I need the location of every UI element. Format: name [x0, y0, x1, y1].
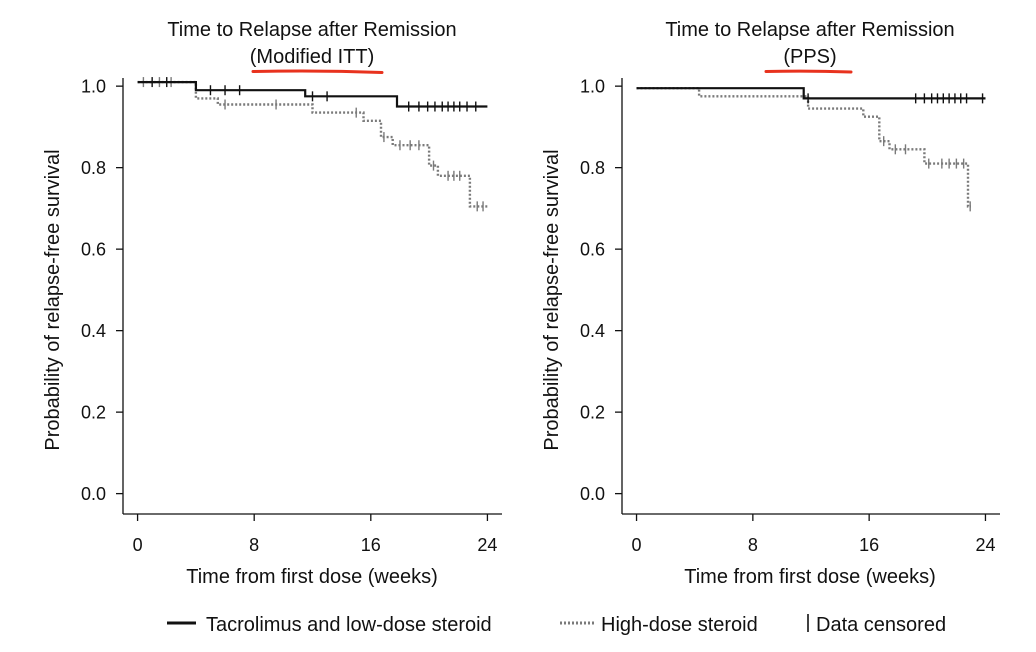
plot-area: 0.0 0.2 0.4 0.6 0.8 1.0 0 8 16 24 [81, 77, 502, 555]
y-tick-label: 0.2 [580, 403, 605, 423]
panel-pps: Time to Relapse after Remission (PPS) 0.… [541, 19, 1000, 588]
km-curve-high-dose [137, 80, 488, 208]
y-tick-label: 0.6 [580, 240, 605, 260]
x-tick-label: 16 [361, 535, 381, 555]
legend-label-censored: Data censored [816, 614, 946, 636]
y-tick-label: 0.0 [81, 484, 106, 504]
y-tick-label: 0.4 [81, 321, 106, 341]
subtitle-annotation-underline [764, 69, 853, 74]
y-tick-label: 0.4 [580, 321, 605, 341]
legend-label-high-dose: High-dose steroid [601, 614, 758, 636]
chart-title: Time to Relapse after Remission [167, 19, 456, 41]
x-tick-label: 8 [748, 535, 758, 555]
plot-area: 0.0 0.2 0.4 0.6 0.8 1.0 0 8 16 24 [580, 77, 1000, 555]
chart-subtitle: (Modified ITT) [250, 46, 374, 68]
x-tick-label: 0 [632, 535, 642, 555]
y-tick-label: 1.0 [580, 77, 605, 97]
legend: Tacrolimus and low-dose steroid High-dos… [167, 614, 946, 636]
x-axis-label: Time from first dose (weeks) [684, 566, 936, 588]
km-curve-tacrolimus [137, 81, 488, 108]
x-tick-label: 24 [975, 535, 995, 555]
x-tick-label: 24 [477, 535, 497, 555]
x-tick-label: 16 [859, 535, 879, 555]
y-tick-label: 0.8 [81, 158, 106, 178]
subtitle-annotation-underline [251, 69, 384, 74]
km-curve-tacrolimus [636, 87, 986, 100]
x-tick-label: 8 [249, 535, 259, 555]
x-tick-label: 0 [133, 535, 143, 555]
x-axis-label: Time from first dose (weeks) [186, 566, 438, 588]
y-axis-label: Probability of relapse-free survival [42, 149, 64, 450]
chart-subtitle: (PPS) [783, 46, 836, 68]
y-tick-label: 0.6 [81, 240, 106, 260]
y-axis-label: Probability of relapse-free survival [541, 149, 563, 450]
y-tick-label: 0.2 [81, 403, 106, 423]
panel-modified-itt: Time to Relapse after Remission (Modifie… [42, 19, 502, 588]
y-tick-label: 0.0 [580, 484, 605, 504]
legend-label-tacrolimus: Tacrolimus and low-dose steroid [206, 614, 492, 636]
y-tick-label: 1.0 [81, 77, 106, 97]
chart-title: Time to Relapse after Remission [665, 19, 954, 41]
km-curve-high-dose [636, 87, 971, 208]
y-tick-label: 0.8 [580, 158, 605, 178]
